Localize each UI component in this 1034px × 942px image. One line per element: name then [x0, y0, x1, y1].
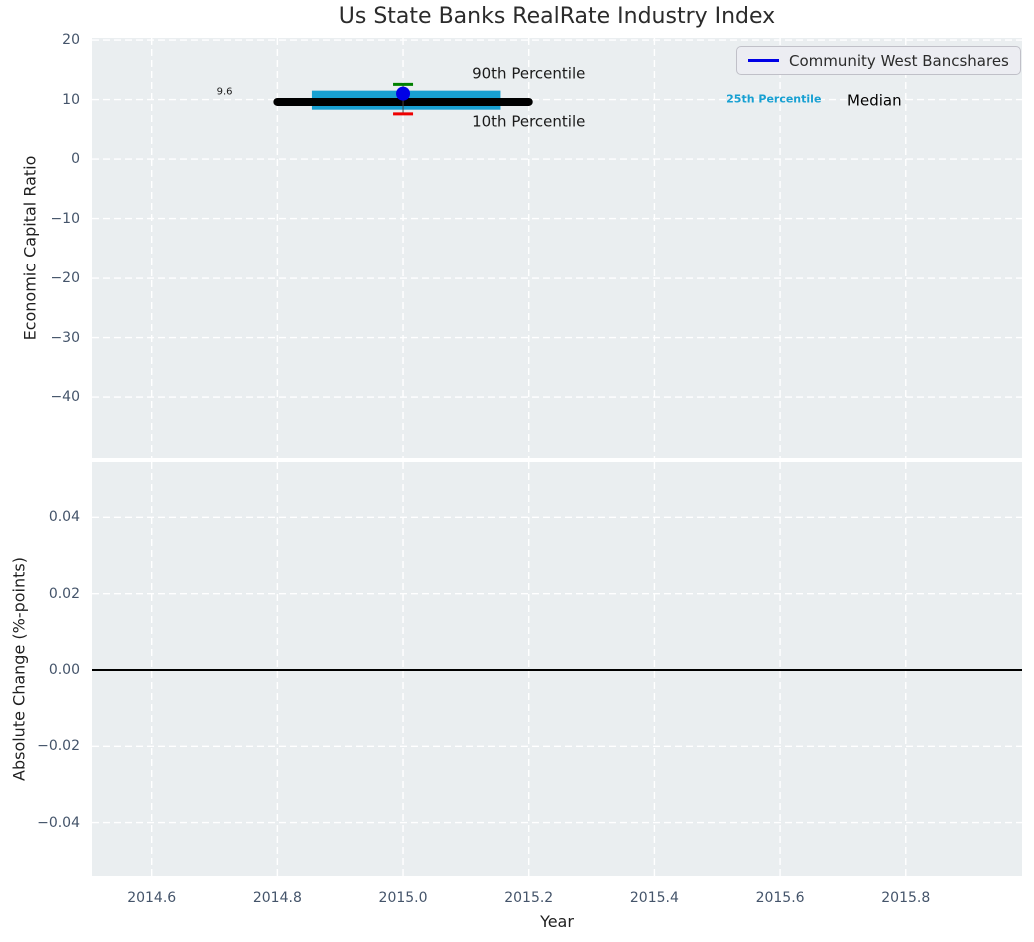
y-tick-label: −40	[50, 389, 80, 406]
axes-absolute-change	[92, 462, 1022, 876]
x-tick-label: 2015.4	[629, 890, 679, 906]
y-tick-label: −0.04	[37, 814, 80, 831]
annotation-median: Median	[847, 91, 902, 110]
y-tick-label: 0.00	[48, 661, 80, 678]
y-tick-label: −10	[50, 210, 80, 227]
plot-surface	[92, 462, 1022, 876]
x-tick-label: 2015.2	[504, 890, 554, 906]
y-tick-label: 10	[62, 91, 80, 108]
y-tick-label: 20	[62, 32, 80, 49]
plot-surface	[92, 38, 1022, 458]
company-point-marker	[396, 86, 411, 101]
y-tick-label: −20	[50, 270, 80, 287]
x-axis-label-year: Year	[540, 912, 574, 931]
x-tick-label: 2015.8	[881, 890, 931, 906]
x-tick-label: 2014.6	[127, 890, 177, 906]
legend-label: Community West Bancshares	[789, 51, 1009, 70]
legend: Community West Bancshares	[736, 46, 1021, 75]
y-tick-label: 0.04	[48, 509, 80, 526]
x-tick-label: 2014.8	[252, 890, 302, 906]
y-tick-label: −0.02	[37, 738, 80, 755]
annotation-90th-percentile: 90th Percentile	[472, 64, 586, 83]
y-tick-label: −30	[50, 329, 80, 346]
y-tick-label: 0.02	[48, 585, 80, 602]
annotation-10th-percentile: 10th Percentile	[472, 111, 586, 130]
chart-title: Us State Banks RealRate Industry Index	[338, 4, 776, 29]
y-tick-label: 0	[71, 151, 80, 168]
axes-economic-capital-ratio	[92, 38, 1022, 458]
y-axis-label-economic-capital-ratio: Economic Capital Ratio	[20, 155, 40, 341]
annotation-25th-percentile: 25th Percentile	[726, 92, 822, 106]
x-tick-label: 2015.0	[378, 890, 428, 906]
annotation-median-value: 9.6	[216, 86, 233, 98]
x-tick-label: 2015.6	[755, 890, 805, 906]
legend-line-sample	[748, 59, 779, 62]
